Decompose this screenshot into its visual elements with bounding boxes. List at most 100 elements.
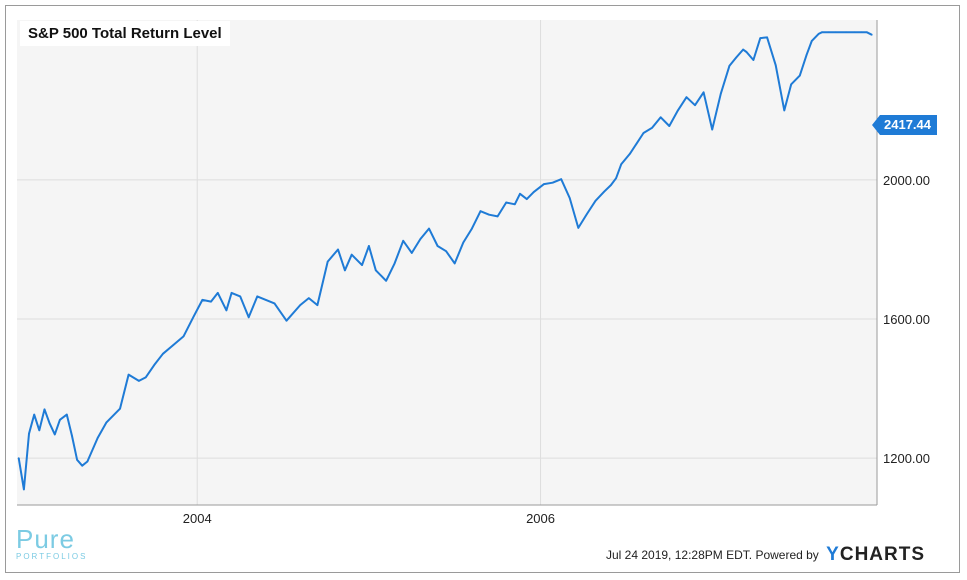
- data-point: [28, 432, 30, 435]
- data-point: [610, 184, 612, 186]
- data-point: [774, 64, 777, 66]
- data-point: [162, 352, 164, 355]
- data-point: [428, 227, 430, 230]
- plot-area: [17, 20, 877, 505]
- data-point: [230, 292, 233, 294]
- data-point: [526, 198, 528, 200]
- data-point: [38, 429, 41, 432]
- last-value-tag: 2417.44: [872, 115, 937, 135]
- data-point: [193, 315, 195, 318]
- data-point: [594, 199, 597, 202]
- data-point: [551, 181, 554, 184]
- data-point: [766, 36, 768, 39]
- data-point: [119, 407, 121, 410]
- data-point: [668, 125, 671, 127]
- data-point: [702, 91, 705, 94]
- data-point: [828, 31, 830, 33]
- data-point: [326, 260, 329, 263]
- data-point: [496, 215, 499, 218]
- y-tick-label: 1200.00: [883, 451, 930, 466]
- data-point: [127, 373, 130, 376]
- data-point: [33, 413, 35, 416]
- data-point: [635, 142, 638, 145]
- chart-title: S&P 500 Total Return Level: [20, 21, 230, 46]
- data-point: [728, 65, 731, 67]
- data-point: [344, 269, 346, 272]
- pure-portfolios-logo: Pure PORTFOLIOS: [16, 526, 87, 562]
- data-point: [419, 238, 422, 240]
- data-point: [543, 183, 545, 185]
- data-point: [105, 421, 108, 424]
- timestamp: Jul 24 2019, 12:28PM EDT.: [606, 548, 753, 562]
- data-point: [798, 74, 801, 77]
- data-point: [308, 297, 310, 299]
- data-point: [23, 488, 25, 491]
- data-point: [790, 83, 792, 86]
- data-point: [865, 31, 868, 33]
- data-point: [479, 210, 482, 213]
- data-point: [835, 31, 837, 33]
- data-point: [685, 96, 688, 98]
- logo-line2: PORTFOLIOS: [16, 552, 88, 561]
- data-point: [488, 213, 490, 216]
- data-point: [735, 56, 738, 59]
- data-point: [225, 309, 228, 312]
- data-point: [402, 239, 405, 242]
- data-point: [742, 48, 744, 51]
- data-point: [752, 59, 755, 61]
- data-point: [239, 295, 241, 298]
- data-point: [86, 460, 89, 463]
- data-point: [368, 245, 370, 247]
- data-point: [59, 419, 61, 421]
- data-point: [745, 51, 748, 53]
- data-point: [210, 300, 212, 303]
- data-point: [71, 434, 73, 437]
- data-point: [711, 128, 714, 131]
- data-point: [871, 33, 873, 36]
- y-tick-label: 1600.00: [883, 312, 930, 327]
- data-point: [385, 279, 387, 282]
- data-point: [453, 262, 456, 265]
- data-point: [411, 252, 413, 254]
- data-point: [821, 31, 823, 33]
- data-point: [810, 40, 813, 42]
- data-point: [53, 433, 56, 436]
- data-point: [577, 227, 580, 229]
- data-point: [471, 227, 473, 230]
- data-point: [285, 319, 288, 322]
- data-point: [81, 464, 84, 467]
- x-tick-label: 2004: [183, 511, 212, 526]
- logo-line1: Pure: [16, 524, 75, 554]
- data-point: [299, 304, 302, 306]
- data-point: [719, 92, 722, 95]
- data-point: [853, 31, 856, 33]
- data-point: [845, 31, 847, 33]
- data-point: [144, 376, 147, 379]
- data-point: [182, 335, 185, 338]
- data-point: [265, 299, 267, 301]
- data-point: [519, 193, 521, 195]
- data-point: [172, 344, 175, 346]
- data-point: [65, 413, 68, 416]
- x-tick-label: 2006: [526, 511, 555, 526]
- data-point: [316, 304, 319, 306]
- data-point: [217, 292, 219, 294]
- data-point: [337, 248, 339, 251]
- ycharts-logo: YCHARTS: [826, 544, 926, 565]
- data-point: [629, 153, 631, 155]
- data-point: [393, 262, 396, 265]
- data-point: [783, 109, 786, 112]
- data-point: [17, 457, 20, 459]
- data-point: [759, 37, 762, 39]
- data-point: [96, 437, 99, 439]
- data-point: [659, 116, 662, 119]
- data-point: [43, 408, 46, 411]
- data-point: [532, 191, 535, 193]
- data-point: [247, 316, 250, 319]
- data-point: [445, 250, 447, 253]
- data-point: [642, 132, 645, 134]
- data-point: [805, 53, 808, 56]
- data-point: [677, 109, 679, 112]
- data-point: [505, 201, 508, 204]
